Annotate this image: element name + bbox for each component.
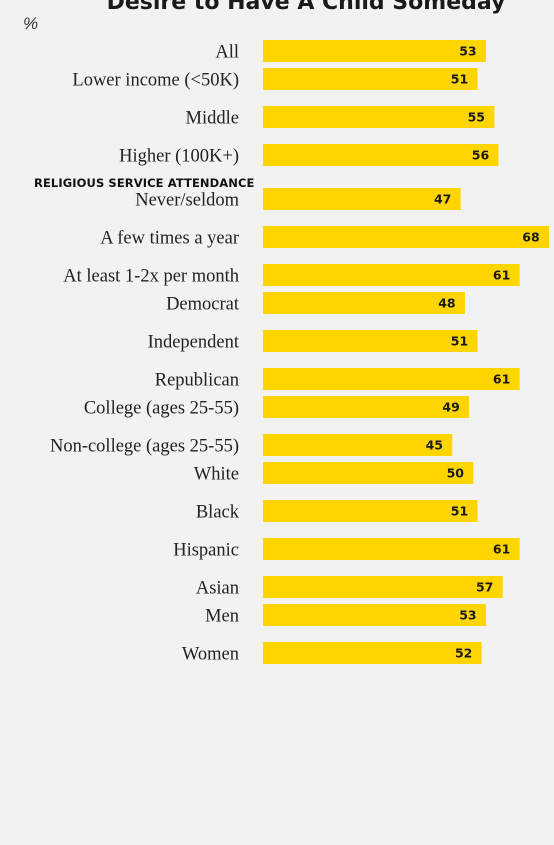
- bar: [263, 368, 520, 390]
- value-label: 52: [455, 646, 472, 661]
- value-label: 57: [476, 580, 493, 595]
- row-label: Higher (100K+): [119, 147, 239, 167]
- bar: [263, 500, 478, 522]
- bar: [263, 604, 486, 626]
- row-label: White: [194, 465, 239, 485]
- row-label: Men: [205, 607, 239, 627]
- bar: [263, 292, 465, 314]
- row-label: Middle: [186, 109, 239, 129]
- bar: [263, 462, 474, 484]
- bar: [263, 396, 470, 418]
- bar: [263, 144, 499, 166]
- value-label: 48: [438, 296, 455, 311]
- bar: [263, 68, 478, 90]
- row-label: Democrat: [166, 295, 240, 315]
- row-label: Lower income (<50K): [72, 71, 239, 91]
- value-label: 51: [451, 72, 468, 87]
- bar: [263, 330, 478, 352]
- value-label: 50: [447, 466, 465, 481]
- value-label: 53: [459, 608, 476, 623]
- value-label: 49: [442, 400, 459, 415]
- row-label: Black: [196, 503, 240, 523]
- value-label: 51: [451, 334, 468, 349]
- value-label: 45: [426, 438, 443, 453]
- value-label: 61: [493, 542, 510, 557]
- chart-title: Desire to Have A Child Someday: [107, 0, 506, 15]
- section-label: RELIGIOUS SERVICE ATTENDANCE: [34, 176, 255, 190]
- row-label: At least 1-2x per month: [63, 267, 239, 287]
- value-label: 53: [459, 44, 476, 59]
- row-label: All: [215, 43, 239, 63]
- bar: [263, 226, 549, 248]
- row-label: College (ages 25-55): [84, 399, 239, 419]
- value-label: 68: [522, 230, 539, 245]
- row-label: Republican: [155, 371, 239, 391]
- chart-marks: All 53 Lower income (<50K) 51 Middle 55 Higher…: [34, 40, 549, 665]
- value-label: 61: [493, 372, 510, 387]
- row-label: Hispanic: [173, 541, 239, 561]
- row-label: Women: [182, 645, 239, 665]
- bar: [263, 642, 482, 664]
- row-label: Asian: [196, 579, 239, 599]
- value-label: 47: [434, 192, 451, 207]
- value-label: 61: [493, 268, 510, 283]
- bar: [263, 106, 495, 128]
- bar: [263, 576, 503, 598]
- row-label: A few times a year: [100, 229, 239, 249]
- row-label: Non-college (ages 25-55): [50, 437, 239, 457]
- value-label: 56: [472, 148, 490, 163]
- bar: [263, 434, 453, 456]
- bar: [263, 188, 461, 210]
- bar: [263, 538, 520, 560]
- row-label: Independent: [148, 333, 240, 353]
- bar: [263, 264, 520, 286]
- value-label: 51: [451, 504, 468, 519]
- unit-label: %: [23, 14, 38, 33]
- value-label: 55: [468, 110, 485, 125]
- bar: [263, 40, 486, 62]
- row-label: Never/seldom: [135, 191, 239, 211]
